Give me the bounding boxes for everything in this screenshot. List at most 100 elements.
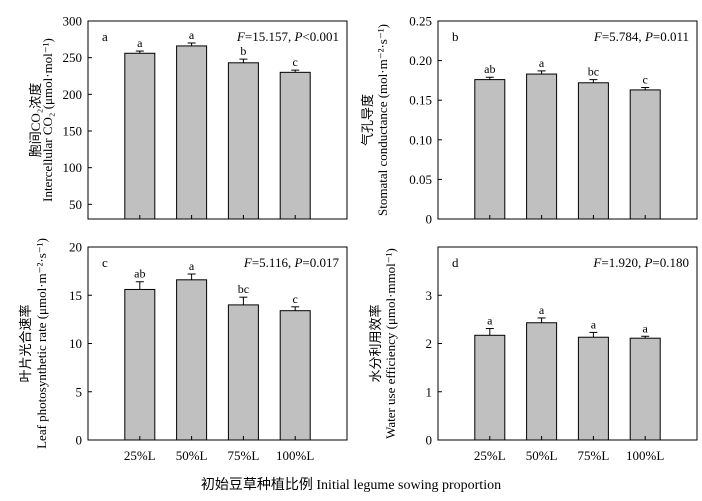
significance-letter: a — [643, 321, 649, 335]
significance-letter: ab — [134, 267, 145, 281]
category-label: 75%L — [578, 448, 610, 463]
stat-part: P — [643, 255, 652, 270]
significance-letter: a — [189, 28, 195, 42]
y-tick-label: 0.10 — [409, 132, 432, 147]
y-tick-label: 0.15 — [409, 93, 432, 108]
y-tick-label: 10 — [69, 336, 82, 351]
y-tick-label: 1 — [426, 384, 433, 399]
bar — [526, 322, 558, 441]
y-tick-label: 0 — [76, 433, 83, 448]
significance-letter: a — [137, 36, 143, 50]
panel-letter: c — [102, 255, 108, 270]
y-tick-label: 15 — [69, 288, 82, 303]
y-axis-label-cn: 胞间CO₂浓度 — [28, 83, 43, 158]
category-label: 100%L — [626, 448, 664, 463]
y-tick-label: 0 — [426, 212, 433, 227]
significance-letter: b — [240, 44, 246, 58]
y-tick-label: 5 — [76, 384, 83, 399]
y-tick-label: 20 — [69, 240, 82, 255]
x-axis-title: 初始豆草种植比例 Initial legume sowing proportio… — [200, 478, 502, 493]
stat-part: =0.180 — [652, 255, 689, 270]
stat-part: =0.011 — [653, 29, 689, 44]
stat-part: F — [236, 29, 246, 44]
significance-letter: a — [539, 56, 545, 70]
bar — [176, 279, 208, 441]
panel-letter: b — [452, 29, 459, 44]
bar — [577, 82, 609, 220]
y-tick-label: 150 — [63, 124, 83, 139]
y-tick-label: 300 — [63, 14, 83, 29]
y-axis-label-en: Leaf photosynthetic rate (μmol·m⁻²·s⁻¹) — [34, 238, 49, 449]
bar — [526, 73, 558, 220]
significance-letter: a — [487, 314, 493, 328]
y-axis-label-cn: 气孔导度 — [360, 94, 375, 146]
plot-frame — [87, 20, 348, 220]
bar — [227, 304, 259, 441]
bar — [474, 79, 506, 220]
significance-letter: a — [189, 259, 195, 273]
y-tick-label: 0.25 — [409, 14, 432, 29]
stat-part: =5.116, — [252, 255, 295, 270]
stat-part: F — [592, 255, 602, 270]
y-axis-label-en: Intercellular CO₂ (μmol·mol⁻¹) — [40, 38, 55, 202]
significance-letter: c — [643, 73, 648, 87]
stat-part: P — [293, 29, 302, 44]
panel-letter: d — [452, 255, 459, 270]
y-tick-label: 0 — [426, 433, 433, 448]
stat-part: P — [293, 255, 302, 270]
y-tick-label: 0.20 — [409, 53, 432, 68]
category-label: 50%L — [526, 448, 558, 463]
y-axis-label-en: Stomatal conductance (mol·m⁻²·s⁻¹) — [375, 24, 390, 216]
stat-part: =1.920, — [601, 255, 644, 270]
significance-letter: a — [591, 317, 597, 331]
bar — [124, 52, 156, 220]
category-label: 25%L — [124, 448, 156, 463]
bar — [279, 71, 311, 220]
significance-letter: c — [293, 55, 298, 69]
y-tick-label: 50 — [69, 197, 82, 212]
significance-letter: bc — [588, 65, 599, 79]
panel-letter: a — [102, 29, 108, 44]
panel-d: 0 1 2 3 a 25%L a 50%L a 75%L a 100%L d F=1.920, P=0.1… — [368, 246, 698, 463]
stat-annotation: F=15.157, P<0.001 — [236, 29, 339, 44]
significance-letter: ab — [484, 62, 495, 76]
stat-part: =5.784, — [602, 29, 645, 44]
bar — [474, 334, 506, 441]
stat-annotation: F=5.784, P=0.011 — [593, 29, 689, 44]
bar — [629, 89, 661, 220]
y-tick-label: 100 — [63, 160, 83, 175]
y-axis-label-cn: 水分利用效率 — [368, 304, 383, 382]
y-axis-label-en: Water use efficiency (μmol·mmol⁻¹) — [383, 248, 398, 439]
significance-letter: c — [293, 292, 298, 306]
y-axis-label-cn: 叶片光合速率 — [18, 304, 33, 382]
category-label: 50%L — [176, 448, 208, 463]
stat-part: F — [593, 29, 603, 44]
bar — [176, 45, 208, 220]
stat-part: F — [243, 255, 253, 270]
category-label: 100%L — [276, 448, 314, 463]
panel-b: 0 0.05 0.10 0.15 0.20 0.25 ab a bc c b F=5.784, P=0… — [360, 14, 698, 227]
stat-part: P — [644, 29, 653, 44]
bar — [227, 62, 259, 220]
stat-part: =15.157, — [245, 29, 295, 44]
panel-c: 0 5 10 15 20 ab 25%L a 50%L bc 75%L c 100%L c F=5.116,… — [18, 238, 348, 463]
significance-letter: a — [539, 303, 545, 317]
y-tick-label: 200 — [63, 87, 83, 102]
y-tick-label: 250 — [63, 50, 83, 65]
y-tick-label: 3 — [426, 288, 433, 303]
significance-letter: bc — [238, 282, 249, 296]
plot-frame — [437, 20, 698, 220]
category-label: 25%L — [474, 448, 506, 463]
stat-annotation: F=5.116, P=0.017 — [243, 255, 340, 270]
panel-a: 50 100 150 200 250 300 a a b c a F=15.157, P<0.001 胞… — [28, 14, 348, 220]
stat-part: <0.001 — [302, 29, 339, 44]
bar — [577, 336, 609, 441]
bar — [279, 310, 311, 441]
stat-annotation: F=1.920, P=0.180 — [592, 255, 689, 270]
bar — [629, 337, 661, 441]
y-tick-label: 2 — [426, 336, 433, 351]
category-label: 75%L — [228, 448, 260, 463]
bar — [124, 288, 156, 441]
y-tick-label: 0.05 — [409, 172, 432, 187]
